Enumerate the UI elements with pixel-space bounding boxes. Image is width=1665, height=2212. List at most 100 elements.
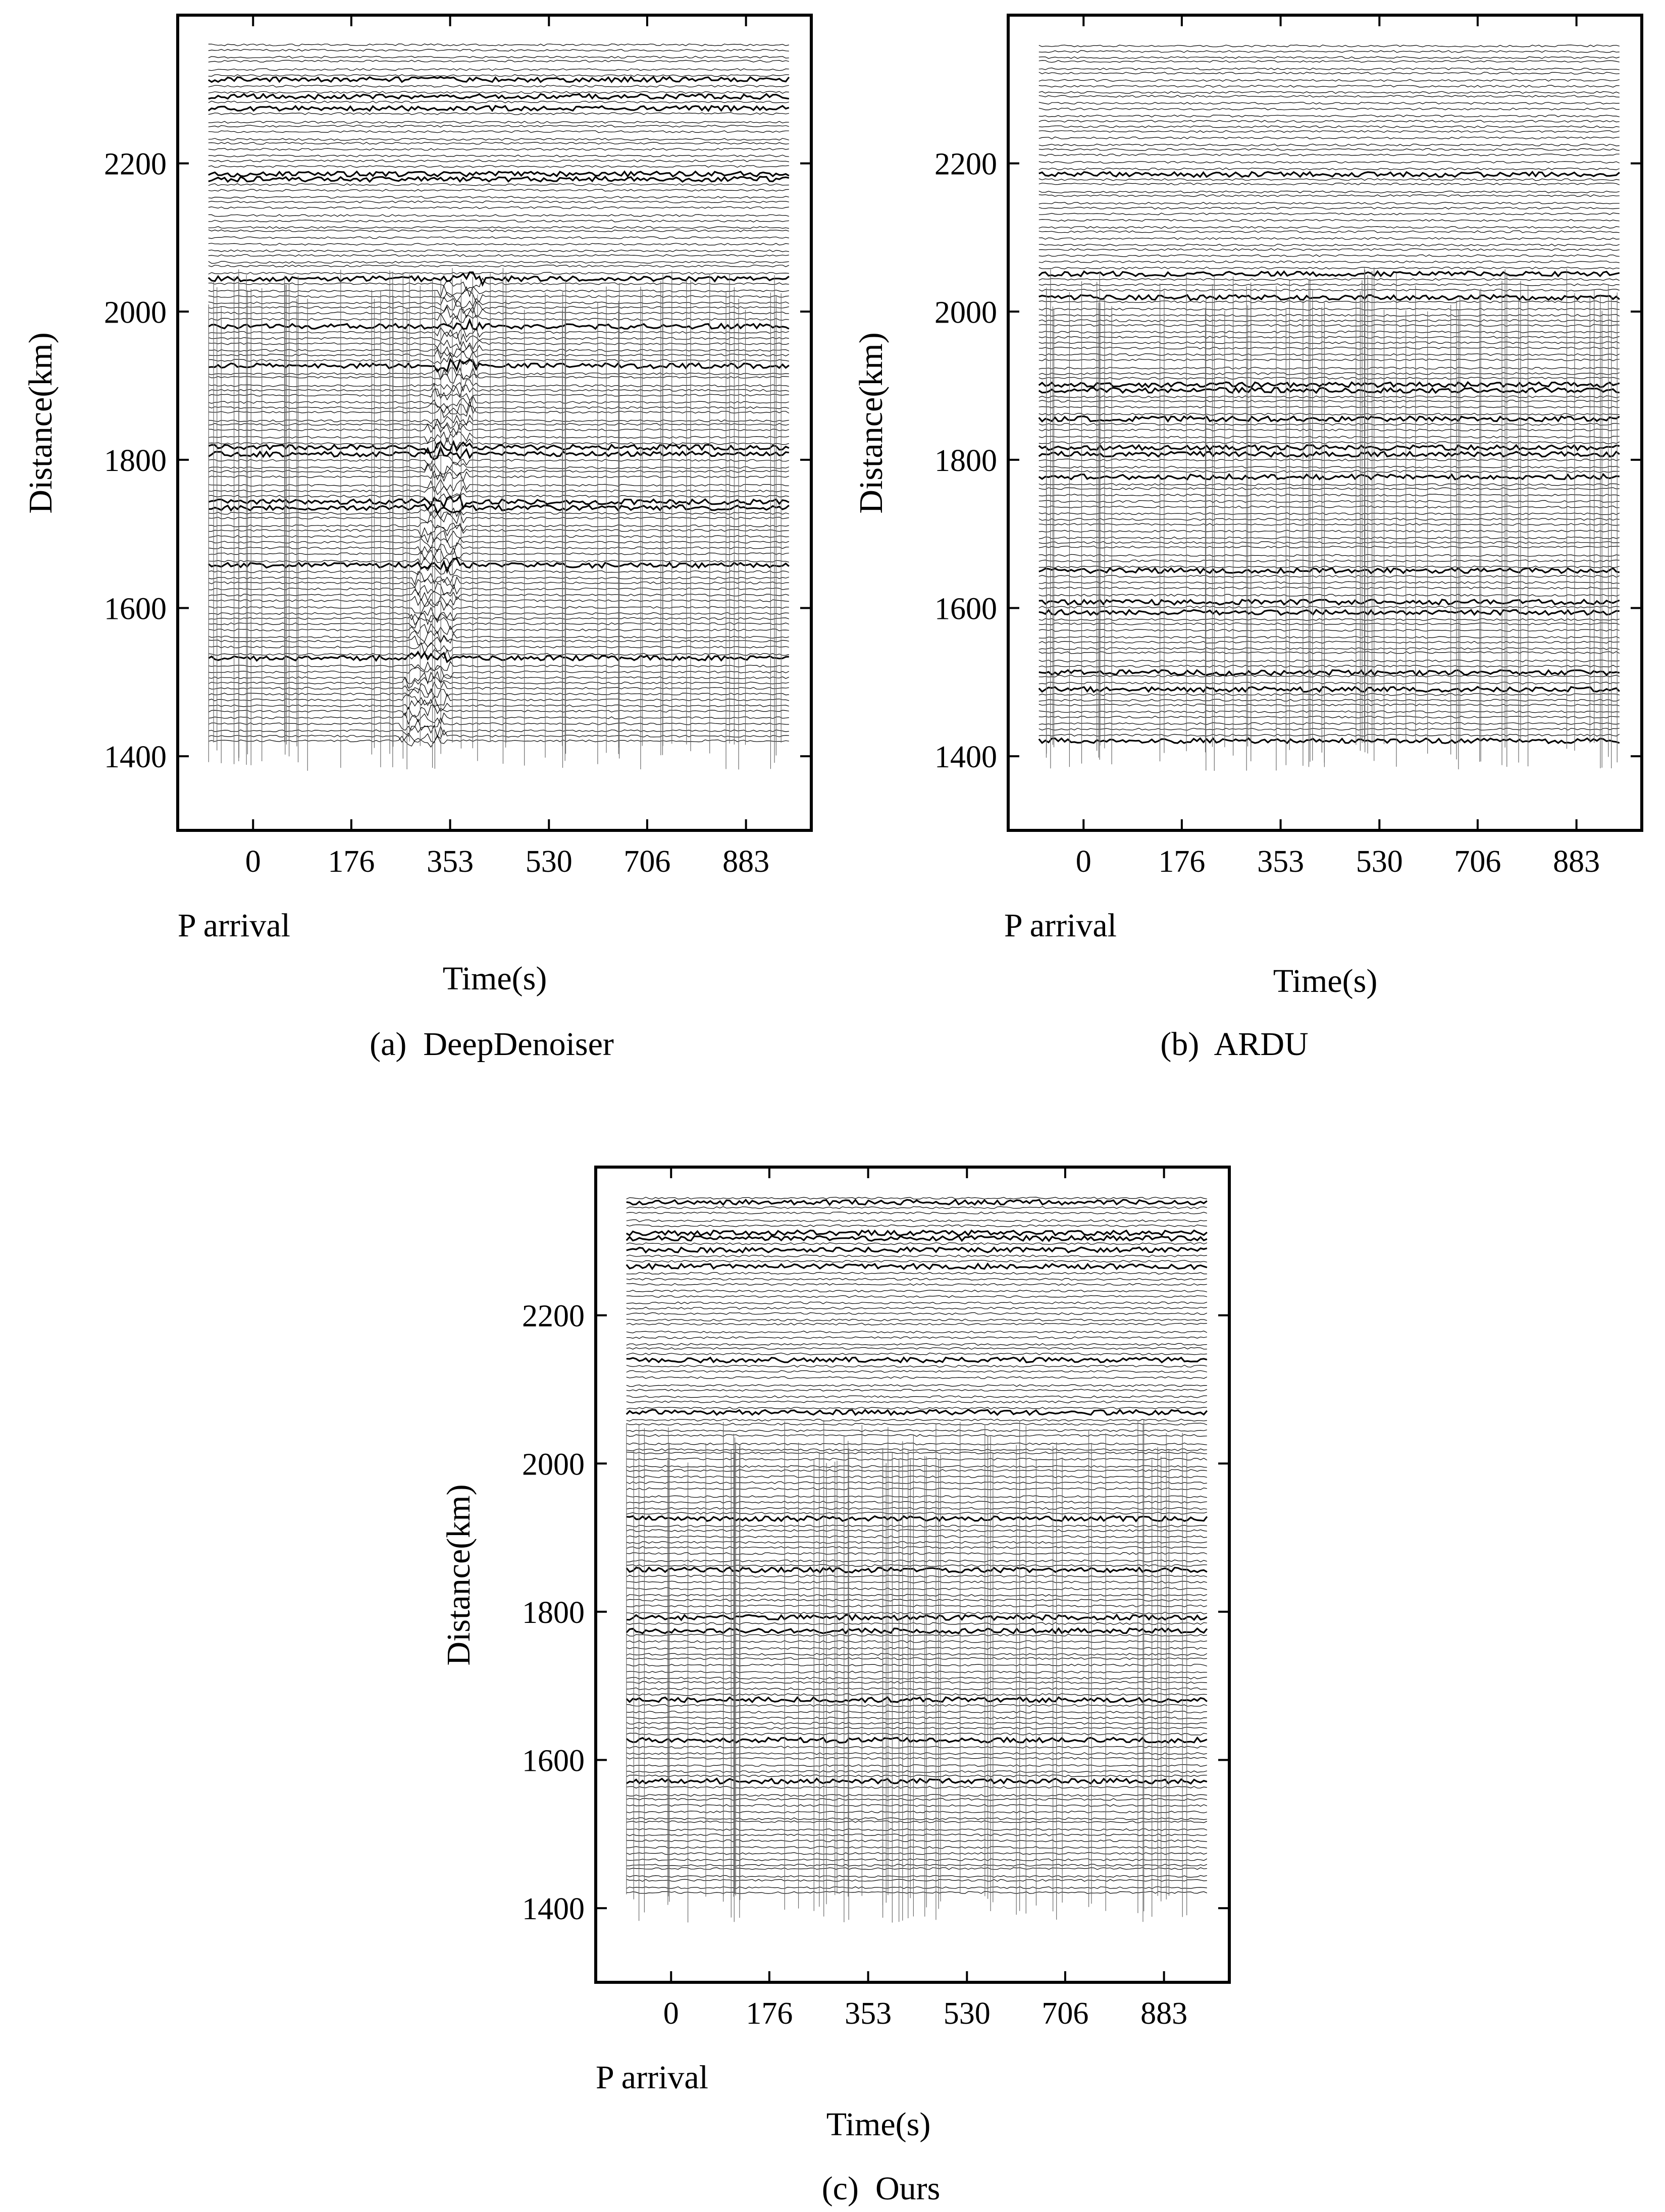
panel-b-seismic-trace (1038, 226, 1620, 229)
panel-a-seismic-trace (208, 464, 789, 479)
panel-c-seismic-trace (626, 1212, 1208, 1215)
panel-b-seismic-trace (1038, 429, 1620, 432)
panel-c-seismic-traces (626, 1196, 1208, 1923)
panel-a-seismic-traces (207, 43, 790, 771)
panel-c-y-tick-2000: 2000 (522, 1447, 585, 1482)
panel-b-seismic-trace (1038, 237, 1620, 240)
panel-b-seismic-trace (1038, 79, 1620, 82)
panel-b-seismic-trace (1038, 665, 1620, 668)
panel-a-seismic-trace (208, 74, 789, 77)
panel-a-seismic-trace (208, 125, 789, 128)
panel-b-seismic-trace (1038, 565, 1620, 568)
panel-a-seismic-trace (208, 130, 789, 133)
panel-b-seismic-trace (1038, 190, 1620, 193)
panel-a-y-axis-label: Distance(km) (22, 332, 59, 513)
panel-b-seismic-trace (1038, 289, 1620, 292)
panel-a-seismic-trace (208, 374, 789, 384)
panel-b-seismic-trace (1038, 710, 1620, 713)
panel-a-seismic-trace (208, 717, 789, 731)
panel-c-seismic-trace (626, 1418, 1207, 1421)
panel-a-seismic-trace (208, 236, 789, 239)
panel-b-seismic-trace (1038, 201, 1620, 205)
panel-c-seismic-trace (626, 1272, 1207, 1275)
panel-a-y-tick-2200: 2200 (104, 147, 167, 182)
panel-b-seismic-trace (1038, 622, 1620, 625)
panel-c-seismic-trace (626, 1262, 1208, 1271)
panel-b-seismic-trace (1038, 686, 1620, 693)
panel-b-x-tick-706: 706 (1454, 845, 1501, 879)
panel-b-seismic-trace (1038, 386, 1620, 394)
panel-a-seismic-trace (208, 519, 789, 532)
panel-a-seismic-trace (208, 670, 790, 685)
panel-b-axis-ticks (1008, 15, 1642, 830)
panel-c-seismic-trace (626, 1319, 1207, 1322)
panel-c-seismic-trace (626, 1246, 1208, 1254)
panel-b-seismic-trace (1038, 300, 1620, 303)
panel-a-seismic-trace (208, 503, 790, 515)
panel-a-seismic-trace (208, 681, 789, 695)
panel-a-seismic-trace (208, 379, 789, 392)
panel-b-seismic-trace (1038, 366, 1620, 370)
panel-b-seismic-trace (1038, 699, 1620, 702)
panel-b-seismic-trace (1038, 381, 1620, 389)
panel-b-seismic-trace (1038, 541, 1620, 544)
panel-c-seismic-trace (626, 1323, 1207, 1326)
panel-b-seismic-trace (1038, 125, 1620, 128)
panel-b-seismic-trace (1038, 243, 1620, 247)
panel-a-x-tick-530: 530 (526, 845, 573, 879)
panel-a-seismic-trace (208, 642, 789, 655)
panel-a-seismic-trace (208, 414, 789, 426)
panel-b-seismic-trace (1038, 254, 1620, 257)
panel-b-seismic-trace (1038, 530, 1620, 533)
panel-a-seismic-trace (208, 431, 789, 444)
panel-b-seismic-trace (1038, 67, 1620, 71)
panel-b-seismic-trace (1038, 629, 1620, 632)
panel-a-seismic-trace (208, 729, 789, 743)
panel-c-x-tick-883: 883 (1140, 1996, 1187, 2031)
panel-b-seismic-trace (1038, 500, 1620, 503)
panel-a-seismic-trace (208, 712, 789, 725)
panel-b-x-tick-0: 0 (1076, 845, 1091, 879)
panel-b-seismic-trace (1038, 194, 1620, 197)
panel-c-seismic-trace (626, 1295, 1207, 1298)
panel-a-seismic-trace (208, 138, 789, 141)
panel-b-seismic-trace (1038, 693, 1620, 696)
panel-a-deepdenoiser: 0 176 353 530 706 883 1400 1600 1800 200… (22, 14, 813, 1063)
panel-b-caption: (b) ARDU (1160, 1026, 1308, 1063)
panel-c-y-tick-1800: 1800 (522, 1596, 585, 1630)
panel-c-seismic-trace (626, 1331, 1208, 1334)
panel-c-seismic-trace (626, 1224, 1207, 1227)
panel-b-seismic-trace (1038, 423, 1620, 426)
panel-a-seismic-trace (208, 226, 789, 229)
panel-b-seismic-trace (1038, 167, 1620, 171)
panel-b-seismic-trace (1038, 545, 1620, 549)
panel-c-seismic-trace (626, 1196, 1207, 1200)
panel-c-seismic-trace (626, 1278, 1207, 1281)
panel-b-seismic-trace (1038, 641, 1620, 644)
panel-a-seismic-trace (208, 165, 789, 168)
panel-c-ours: 0 176 353 530 706 883 1400 1600 1800 200… (440, 1166, 1231, 2207)
panel-b-seismic-trace (1038, 581, 1620, 584)
panel-c-seismic-trace (626, 1376, 1208, 1379)
panel-a-seismic-trace (208, 461, 790, 475)
panel-b-seismic-trace (1038, 130, 1620, 133)
panel-a-seismic-trace (208, 84, 789, 88)
panel-a-seismic-trace (208, 389, 789, 401)
panel-b-seismic-trace (1038, 143, 1620, 146)
panel-b-seismic-trace (1038, 618, 1620, 621)
panel-a-seismic-trace (208, 423, 789, 436)
panel-b-seismic-trace (1038, 108, 1620, 111)
panel-a-seismic-trace (208, 635, 789, 648)
panel-c-y-tick-1600: 1600 (522, 1744, 585, 1778)
panel-b-seismic-trace (1038, 399, 1620, 403)
panel-b-seismic-trace (1038, 465, 1620, 469)
panel-b-y-axis-label: Distance(km) (853, 332, 890, 513)
panel-a-seismic-trace (208, 479, 789, 493)
panel-b-seismic-trace (1038, 248, 1620, 251)
panel-b-seismic-trace (1038, 567, 1620, 574)
panel-a-seismic-trace (208, 48, 789, 52)
panel-a-seismic-trace (208, 555, 789, 567)
panel-a-axis-ticks (178, 15, 811, 830)
panel-b-seismic-trace (1038, 669, 1620, 677)
panel-c-seismic-trace (626, 1234, 1208, 1242)
